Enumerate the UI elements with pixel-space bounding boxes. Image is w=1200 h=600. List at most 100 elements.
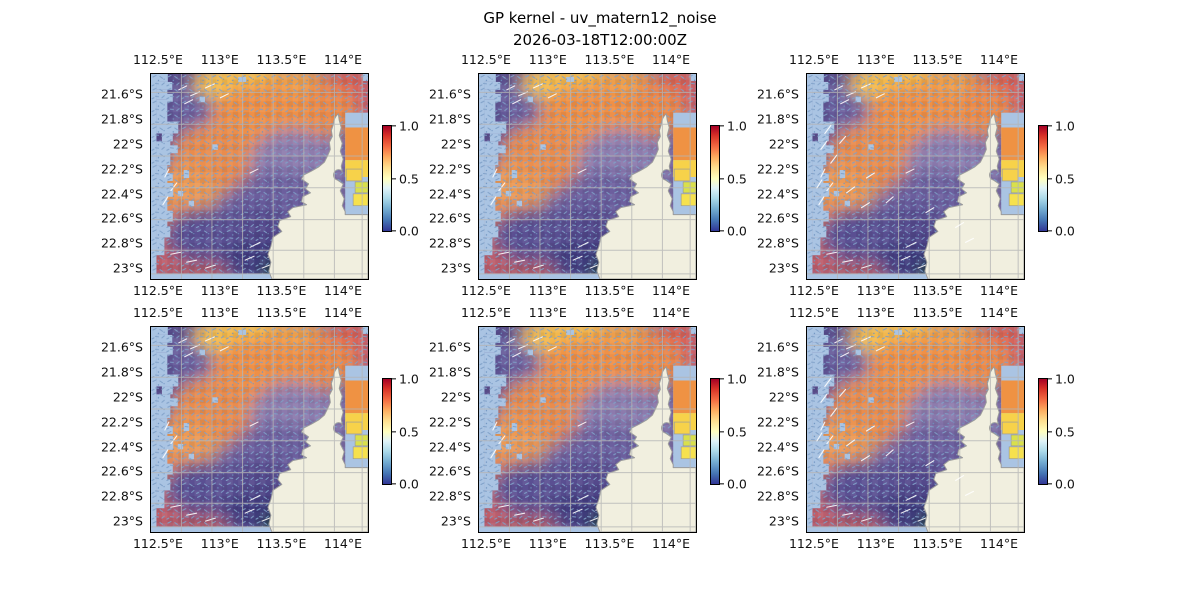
x-tick-label: 113.5°E bbox=[256, 52, 307, 67]
x-tick-label: 113°E bbox=[200, 283, 239, 298]
y-tick-label: 22.2°S bbox=[756, 414, 799, 429]
colorbar-r1c1: 1.0 0.5 0.0 bbox=[382, 119, 419, 239]
y-tick-label: 22.2°S bbox=[100, 414, 143, 429]
map-panel-r1c3: 112.5°E 113°E 113.5°E 114°E 112.5°E 113°E 113.… bbox=[757, 52, 1025, 298]
y-tick-label: 22.2°S bbox=[756, 161, 799, 176]
x-axis-top-labels: 112.5°E 113°E 113.5°E 114°E bbox=[461, 305, 696, 321]
y-tick-label: 23°S bbox=[112, 513, 143, 529]
y-tick-label: 22.6°S bbox=[428, 463, 471, 479]
colorbar-tick-label: 0.5 bbox=[399, 424, 419, 439]
y-tick-label: 21.6°S bbox=[756, 86, 799, 102]
colorbar-tick bbox=[719, 378, 724, 380]
colorbar-tick bbox=[1047, 430, 1052, 433]
x-tick-label: 113°E bbox=[856, 305, 895, 320]
map-canvas bbox=[479, 327, 696, 532]
map-canvas bbox=[151, 74, 368, 279]
x-tick-label: 112.5°E bbox=[460, 536, 511, 551]
x-tick-label: 114°E bbox=[980, 536, 1019, 551]
colorbar-tick-label: 0.5 bbox=[1055, 424, 1075, 439]
map-panel-r1c2: 112.5°E 113°E 113.5°E 114°E 112.5°E 113°E 113.… bbox=[429, 52, 697, 298]
x-tick-label: 113.5°E bbox=[256, 305, 307, 320]
map-panel-r1c1: 112.5°E 113°E 113.5°E 114°E 112.5°E 113°E 113.… bbox=[101, 52, 369, 298]
x-tick-label: 112.5°E bbox=[132, 536, 183, 551]
colorbar-tick-label: 0.0 bbox=[399, 223, 419, 239]
y-tick-label: 22°S bbox=[112, 389, 143, 405]
y-tick-label: 21.6°S bbox=[756, 339, 799, 355]
y-tick-label: 21.8°S bbox=[100, 111, 143, 127]
colorbar-r2c2: 1.0 0.5 0.0 bbox=[710, 372, 747, 492]
x-tick-label: 113°E bbox=[200, 52, 239, 67]
x-tick-label: 112.5°E bbox=[788, 52, 839, 67]
x-tick-label: 112.5°E bbox=[788, 283, 839, 298]
colorbar-tick bbox=[391, 177, 396, 180]
x-tick-label: 114°E bbox=[324, 283, 363, 298]
y-tick-label: 22.6°S bbox=[756, 210, 799, 226]
colorbar-r2c3: 1.0 0.5 0.0 bbox=[1038, 372, 1075, 492]
colorbar-tick-label: 0.5 bbox=[399, 171, 419, 186]
x-tick-label: 113.5°E bbox=[912, 536, 963, 551]
y-tick-label: 22.4°S bbox=[100, 186, 143, 201]
y-tick-label: 23°S bbox=[768, 260, 799, 276]
colorbar-tick bbox=[391, 230, 396, 232]
colorbar-tick-label: 1.0 bbox=[1055, 371, 1075, 387]
colorbar-tick-label: 1.0 bbox=[399, 118, 419, 134]
x-tick-label: 113.5°E bbox=[584, 283, 635, 298]
x-axis-bottom-labels: 112.5°E 113°E 113.5°E 114°E bbox=[789, 536, 1024, 552]
x-tick-label: 113.5°E bbox=[912, 52, 963, 67]
colorbar-tick bbox=[719, 177, 724, 180]
x-axis-bottom-labels: 112.5°E 113°E 113.5°E 114°E bbox=[461, 536, 696, 552]
colorbar-tick-label: 0.5 bbox=[727, 171, 747, 186]
map-canvas bbox=[479, 74, 696, 279]
x-axis-bottom-labels: 112.5°E 113°E 113.5°E 114°E bbox=[789, 283, 1024, 299]
map-panel-r2c2: 112.5°E 113°E 113.5°E 114°E 112.5°E 113°E 113.… bbox=[429, 305, 697, 551]
x-axis-top-labels: 112.5°E 113°E 113.5°E 114°E bbox=[461, 52, 696, 68]
x-tick-label: 114°E bbox=[324, 305, 363, 320]
colorbar-r1c2: 1.0 0.5 0.0 bbox=[710, 119, 747, 239]
x-tick-label: 113°E bbox=[528, 305, 567, 320]
colorbar-tick-label: 0.0 bbox=[399, 476, 419, 492]
colorbar-tick-label: 0.0 bbox=[727, 223, 747, 239]
y-tick-label: 22.4°S bbox=[428, 439, 471, 454]
y-tick-label: 22.6°S bbox=[756, 463, 799, 479]
colorbar-tick bbox=[719, 483, 724, 485]
x-tick-label: 114°E bbox=[652, 283, 691, 298]
y-tick-label: 22.8°S bbox=[756, 235, 799, 251]
y-tick-label: 22.4°S bbox=[428, 186, 471, 201]
colorbar-tick-label: 1.0 bbox=[727, 118, 747, 134]
x-axis-top-labels: 112.5°E 113°E 113.5°E 114°E bbox=[133, 305, 368, 321]
x-tick-label: 113.5°E bbox=[912, 283, 963, 298]
colorbar-tick bbox=[391, 378, 396, 380]
y-tick-label: 21.6°S bbox=[428, 86, 471, 102]
colorbar-tick-label: 1.0 bbox=[727, 371, 747, 387]
x-axis-top-labels: 112.5°E 113°E 113.5°E 114°E bbox=[789, 305, 1024, 321]
colorbar-tick-label: 0.0 bbox=[727, 476, 747, 492]
y-tick-label: 22.8°S bbox=[756, 488, 799, 504]
colorbar-tick bbox=[391, 430, 396, 433]
x-tick-label: 114°E bbox=[652, 305, 691, 320]
y-tick-label: 22.8°S bbox=[428, 235, 471, 251]
colorbar-tick-label: 0.5 bbox=[727, 424, 747, 439]
y-tick-label: 22.4°S bbox=[756, 186, 799, 201]
figure-title: GP kernel - uv_matern12_noise bbox=[483, 9, 717, 27]
y-tick-label: 23°S bbox=[440, 260, 471, 276]
colorbar-r1c3: 1.0 0.5 0.0 bbox=[1038, 119, 1075, 239]
x-axis-top-labels: 112.5°E 113°E 113.5°E 114°E bbox=[133, 52, 368, 68]
x-tick-label: 112.5°E bbox=[460, 52, 511, 67]
y-tick-label: 21.6°S bbox=[428, 339, 471, 355]
x-tick-label: 112.5°E bbox=[132, 283, 183, 298]
colorbar-r2c1: 1.0 0.5 0.0 bbox=[382, 372, 419, 492]
x-tick-label: 113°E bbox=[856, 536, 895, 551]
y-tick-label: 22.8°S bbox=[100, 488, 143, 504]
x-tick-label: 113°E bbox=[856, 283, 895, 298]
x-tick-label: 114°E bbox=[324, 52, 363, 67]
map-panel-r2c1: 112.5°E 113°E 113.5°E 114°E 112.5°E 113°E 113.… bbox=[101, 305, 369, 551]
colorbar-tick bbox=[1047, 378, 1052, 380]
y-tick-label: 21.8°S bbox=[100, 364, 143, 380]
colorbar-tick bbox=[1047, 483, 1052, 485]
x-tick-label: 113°E bbox=[200, 536, 239, 551]
colorbar-tick-label: 0.0 bbox=[1055, 223, 1075, 239]
colorbar-tick-label: 0.0 bbox=[1055, 476, 1075, 492]
x-tick-label: 114°E bbox=[324, 536, 363, 551]
y-tick-label: 22°S bbox=[112, 136, 143, 152]
